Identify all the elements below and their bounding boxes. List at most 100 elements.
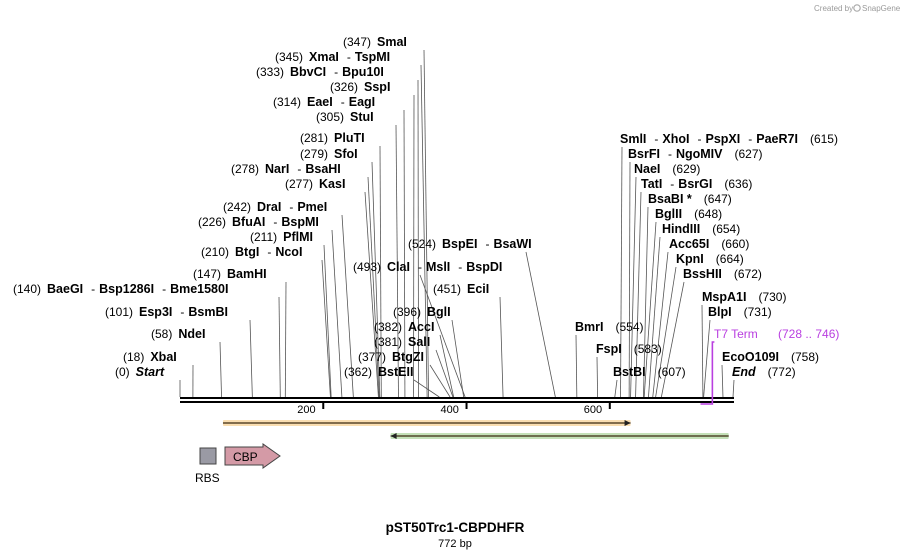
site-label[interactable]: (226) BfuAI - BspMI xyxy=(198,215,319,229)
site-label[interactable]: (326) SspI xyxy=(330,80,390,94)
site-label[interactable]: (211) PflMI xyxy=(250,230,313,244)
name-separator: - xyxy=(458,260,462,274)
site-label[interactable]: (242) DraI - PmeI xyxy=(223,200,327,214)
enzyme-name: BtgI xyxy=(235,245,259,259)
site-label[interactable]: (629) NaeI xyxy=(634,162,700,176)
enzyme-name: EaeI xyxy=(307,95,333,109)
site-label[interactable]: (281) PluTI xyxy=(300,131,365,145)
leader-line xyxy=(419,274,466,398)
site-label[interactable]: (672) BssHII xyxy=(683,267,762,281)
t7-terminator[interactable]: T7 Term (728 .. 746) xyxy=(700,327,839,405)
site-label[interactable]: (772) End xyxy=(732,365,796,379)
site-position: (58) xyxy=(151,327,172,341)
site-label[interactable]: (140) BaeGI - Bsp1286I - Bme1580I xyxy=(13,282,228,296)
site-label[interactable]: (279) SfoI xyxy=(300,147,358,161)
site-label[interactable]: (731) BlpI xyxy=(708,305,772,319)
site-label[interactable]: (58) NdeI xyxy=(151,327,205,341)
site-label[interactable]: (278) NarI - BsaHI xyxy=(231,162,341,176)
enzyme-name: PflMI xyxy=(283,230,313,244)
snapgene-credit: Created by SnapGene xyxy=(814,4,901,13)
site-label[interactable]: (147) BamHI xyxy=(193,267,267,281)
site-label[interactable]: (524) BspEI - BsaWI xyxy=(408,237,532,251)
enzyme-name: Esp3I xyxy=(139,305,172,319)
site-label[interactable]: (664) KpnI xyxy=(676,252,744,266)
site-position: (607) xyxy=(658,365,686,379)
site-label[interactable]: (730) MspA1I xyxy=(702,290,786,304)
name-separator: - xyxy=(347,50,351,64)
leader-line xyxy=(423,49,429,398)
site-label[interactable]: (277) KasI xyxy=(285,177,345,191)
enzyme-name: BsaWI xyxy=(493,237,531,251)
site-label[interactable]: (636) TatI - BsrGI xyxy=(641,177,752,191)
site-position: (242) xyxy=(223,200,251,214)
site-label[interactable]: (345) XmaI - TspMI xyxy=(275,50,390,64)
site-label[interactable]: (333) BbvCI - Bpu10I xyxy=(256,65,384,79)
site-label[interactable]: (493) ClaI - MslI - BspDI xyxy=(353,260,502,274)
enzyme-name: BglII xyxy=(655,207,682,221)
site-position: (147) xyxy=(193,267,221,281)
snapgene-logo-icon xyxy=(853,4,861,12)
site-position: (451) xyxy=(433,282,461,296)
site-position: (758) xyxy=(791,350,819,364)
leader-line xyxy=(635,191,642,398)
site-label[interactable]: (648) BglII xyxy=(655,207,722,221)
enzyme-name: BsaBI * xyxy=(648,192,692,206)
leader-line xyxy=(525,251,556,398)
enzyme-name: BsrGI xyxy=(678,177,712,191)
enzyme-name: BglI xyxy=(427,305,451,319)
plasmid-length: 772 bp xyxy=(438,538,472,550)
site-label[interactable]: (381) SalI xyxy=(374,335,430,349)
site-label[interactable]: (451) EciI xyxy=(433,282,489,296)
enzyme-name: SalI xyxy=(408,335,430,349)
enzyme-name: TspMI xyxy=(355,50,390,64)
site-position: (277) xyxy=(285,177,313,191)
leader-line xyxy=(367,176,380,398)
site-label[interactable]: (583) FspI xyxy=(596,342,662,356)
leader-line xyxy=(660,281,685,398)
site-label[interactable]: (615)SmlI - XhoI - PspXI - PaeR7I xyxy=(620,132,838,146)
leader-line xyxy=(575,334,578,398)
site-label[interactable]: (314) EaeI - EagI xyxy=(273,95,375,109)
site-label[interactable]: (627) BsrFI - NgoMIV xyxy=(628,147,763,161)
axis-tick-label: 400 xyxy=(441,404,459,416)
name-separator: - xyxy=(180,305,184,319)
name-separator: - xyxy=(341,95,345,109)
site-position: (731) xyxy=(744,305,772,319)
leader-line xyxy=(499,296,504,398)
site-label[interactable]: (647) BsaBI * xyxy=(648,192,732,206)
site-position: (211) xyxy=(250,230,277,244)
site-label[interactable]: (101) Esp3I - BsmBI xyxy=(105,305,228,319)
site-label[interactable]: (347) SmaI xyxy=(343,35,407,49)
site-label[interactable]: (654) HindIII xyxy=(662,222,740,236)
enzyme-name: NgoMIV xyxy=(676,147,723,161)
site-label[interactable]: (210) BtgI - NcoI xyxy=(201,245,302,259)
enzyme-name: BspMI xyxy=(281,215,319,229)
site-label[interactable]: (377) BtgZI xyxy=(358,350,424,364)
site-label[interactable]: (607) BstBI xyxy=(613,365,686,379)
site-label[interactable]: (554) BmrI xyxy=(575,320,644,334)
leader-line xyxy=(451,319,465,398)
cbp-arrow[interactable] xyxy=(224,443,281,469)
site-labels: (347) SmaI(345) XmaI - TspMI(333) BbvCI - Bpu10… xyxy=(13,35,838,379)
site-position: (377) xyxy=(358,350,386,364)
enzyme-name: FspI xyxy=(596,342,622,356)
site-label[interactable]: (396) BglI xyxy=(393,305,451,319)
enzyme-name: XhoI xyxy=(662,132,689,146)
site-position: (278) xyxy=(231,162,259,176)
site-label[interactable]: (18) XbaI xyxy=(123,350,177,364)
enzyme-name: XbaI xyxy=(150,350,176,364)
name-separator: - xyxy=(334,65,338,79)
sequence-backbone xyxy=(180,397,734,403)
site-label[interactable]: (0) Start xyxy=(115,365,165,379)
site-position: (18) xyxy=(123,350,144,364)
site-position: (0) xyxy=(115,365,130,379)
name-separator: - xyxy=(91,282,95,296)
site-label[interactable]: (305) StuI xyxy=(316,110,374,124)
site-label[interactable]: (660) Acc65I xyxy=(669,237,749,251)
rbs-box[interactable] xyxy=(199,447,217,465)
site-label[interactable]: (758) EcoO109I xyxy=(722,350,819,364)
name-separator: - xyxy=(698,132,702,146)
site-label[interactable]: (362) BstEII xyxy=(344,365,413,379)
site-label[interactable]: (382) AccI xyxy=(374,320,434,334)
leader-line xyxy=(284,281,287,398)
